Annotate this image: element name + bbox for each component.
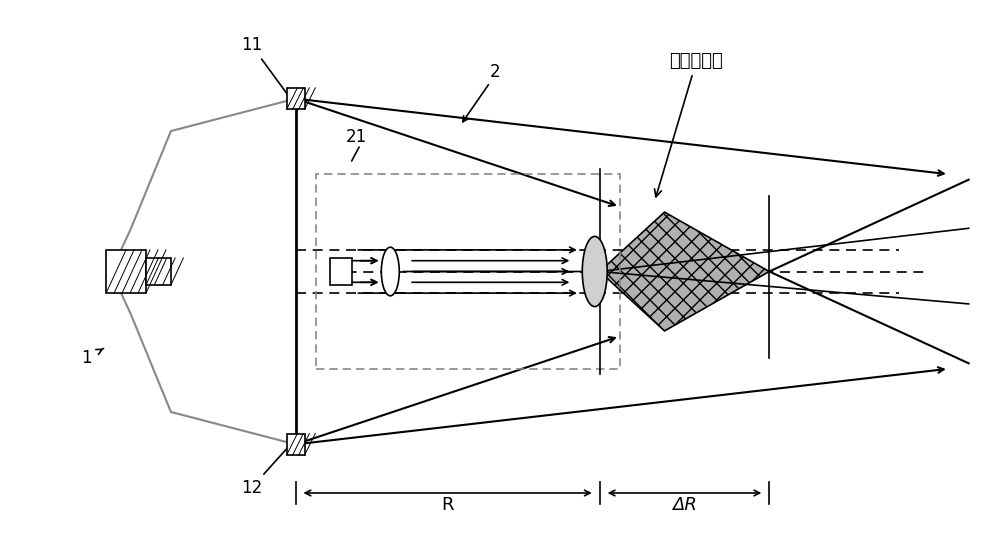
Text: 11: 11 <box>241 36 289 97</box>
Bar <box>287 433 305 455</box>
Text: 光束汇聚区: 光束汇聚区 <box>655 52 723 197</box>
Bar <box>106 250 146 293</box>
Ellipse shape <box>582 236 607 307</box>
Text: 2: 2 <box>490 63 501 81</box>
Ellipse shape <box>381 247 399 296</box>
Polygon shape <box>600 212 769 331</box>
Bar <box>146 258 171 285</box>
Text: 21: 21 <box>345 128 367 146</box>
Bar <box>316 174 620 369</box>
Text: ΔR: ΔR <box>672 496 697 514</box>
Text: R: R <box>441 496 454 514</box>
Bar <box>287 88 305 110</box>
Text: 1: 1 <box>81 349 92 367</box>
Bar <box>330 258 352 285</box>
Text: 12: 12 <box>241 446 289 497</box>
